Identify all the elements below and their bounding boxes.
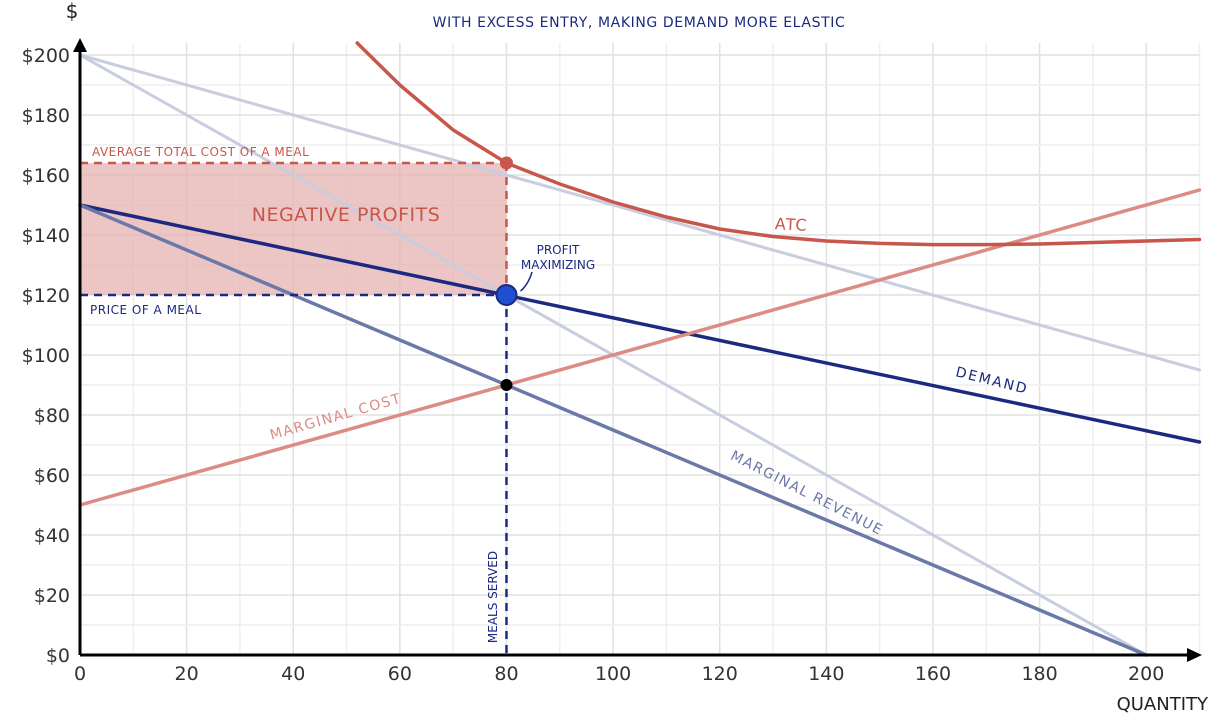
x-tick-label: 80 — [494, 663, 518, 685]
marginal-cost-line — [78, 188, 1202, 507]
x-tick-label: 160 — [915, 663, 951, 685]
profit-maximizing-label-line1: PROFIT — [537, 243, 580, 257]
y-tick-label: $160 — [22, 165, 70, 187]
profit-maximizing-connector — [519, 271, 533, 292]
x-tick-label: 60 — [388, 663, 412, 685]
y-tick-label: $40 — [34, 525, 70, 547]
y-tick-label: $200 — [22, 45, 70, 67]
points-layer — [495, 156, 518, 391]
profit-maximizing-label-line2: MAXIMIZING — [521, 258, 595, 272]
atc-series-label: ATC — [774, 214, 808, 235]
y-axis-arrow — [73, 38, 87, 52]
marginal-cost-series-label: MARGINAL COST — [268, 391, 404, 444]
series-layer — [78, 41, 1202, 657]
atc-level-label: AVERAGE TOTAL COST OF A MEAL — [92, 145, 309, 159]
x-tick-label: 180 — [1021, 663, 1057, 685]
x-tick-label: 140 — [808, 663, 844, 685]
price-level-label: PRICE OF A MEAL — [90, 303, 201, 317]
y-tick-label: $180 — [22, 105, 70, 127]
y-tick-label: $80 — [34, 405, 70, 427]
x-tick-label: 20 — [175, 663, 199, 685]
y-axis-label: $ — [66, 0, 79, 23]
negative-profits-region — [80, 163, 507, 295]
x-axis-label: QUANTITY — [1117, 694, 1209, 715]
x-tick-label: 100 — [595, 663, 631, 685]
x-axis-arrow — [1187, 648, 1202, 662]
guide-lines-layer — [80, 161, 533, 655]
x-tick-label: 120 — [702, 663, 738, 685]
y-tick-label: $100 — [22, 345, 70, 367]
mr-mc-intersection-point — [500, 379, 513, 391]
demand-line — [78, 203, 1202, 444]
atc-line — [355, 41, 1202, 247]
shaded-region-layer — [80, 163, 507, 295]
marginal-revenue-line — [78, 203, 1148, 657]
chart-title: WITH EXCESS ENTRY, MAKING DEMAND MORE EL… — [433, 15, 846, 31]
atc-point — [499, 156, 513, 170]
y-tick-label: $140 — [22, 225, 70, 247]
y-tick-label: $60 — [34, 465, 70, 487]
x-tick-label: 200 — [1128, 663, 1164, 685]
x-tick-label: 40 — [281, 663, 305, 685]
negative-profits-label: NEGATIVE PROFITS — [252, 204, 441, 226]
y-tick-label: $20 — [34, 585, 70, 607]
meals-served-label: MEALS SERVED — [486, 551, 500, 643]
y-tick-label: $120 — [22, 285, 70, 307]
axes: 0 20 40 60 80 100 120 140 160 180 200 $0 $20 $40 $60 $8… — [22, 38, 1202, 685]
x-tick-label: 0 — [74, 663, 86, 685]
reference-line-0 — [78, 53, 1201, 372]
y-tick-label: $0 — [46, 645, 70, 667]
profit-maximizing-point — [495, 284, 518, 306]
